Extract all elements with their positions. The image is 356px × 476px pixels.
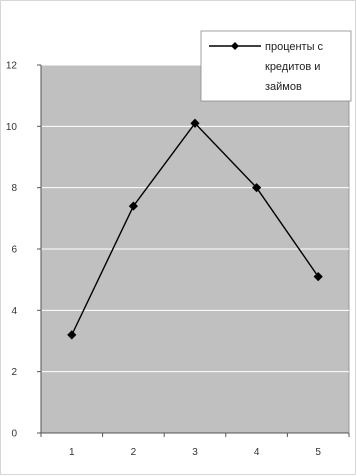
y-tick-label-2: 2 <box>11 367 17 378</box>
legend-label: проценты с кредитов и займов <box>265 41 324 93</box>
x-tick-label-2: 2 <box>131 447 137 458</box>
x-tick-label-3: 3 <box>192 447 198 458</box>
legend-marker <box>231 42 239 50</box>
legend-label-line-2: займов <box>265 81 302 93</box>
data-point-5 <box>313 272 323 282</box>
data-point-4 <box>252 183 262 193</box>
data-point-2 <box>128 201 138 211</box>
y-tick-label-12: 12 <box>6 61 18 72</box>
data-point-1 <box>67 330 77 340</box>
y-tick-label-4: 4 <box>11 306 17 317</box>
y-tick-label-10: 10 <box>6 122 18 133</box>
legend-label-line-1: кредитов и <box>265 61 320 73</box>
x-tick-label-4: 4 <box>254 447 260 458</box>
series-layer <box>67 118 323 340</box>
y-tick-label-6: 6 <box>11 245 17 256</box>
legend-box <box>200 30 352 102</box>
x-tick-label-5: 5 <box>315 447 321 458</box>
y-tick-label-0: 0 <box>11 429 17 440</box>
y-tick-label-8: 8 <box>11 183 17 194</box>
legend-label-line-0: проценты с <box>265 41 324 53</box>
data-point-3 <box>190 118 200 128</box>
x-tick-label-1: 1 <box>69 447 75 458</box>
legend: проценты с кредитов и займов <box>200 30 352 102</box>
